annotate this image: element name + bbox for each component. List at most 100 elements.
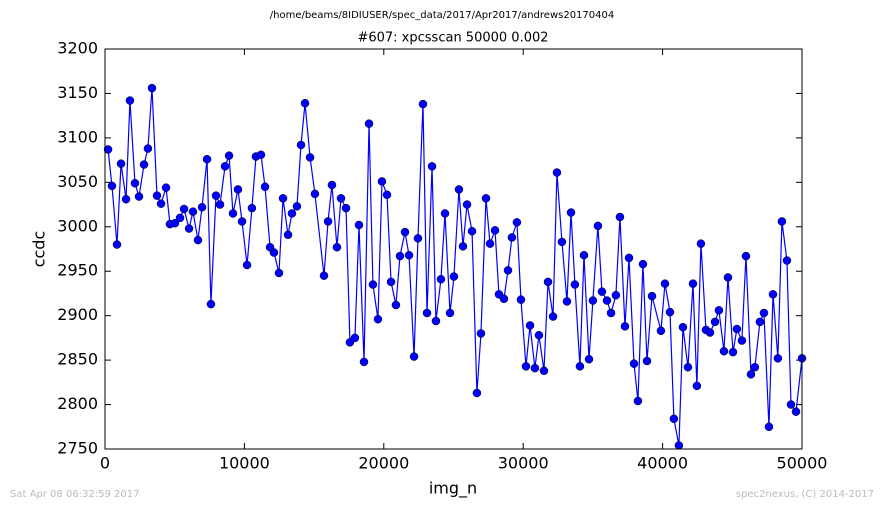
data-point bbox=[332, 242, 342, 252]
data-point bbox=[688, 279, 698, 288]
y-tick-label: 3100 bbox=[57, 127, 98, 146]
data-point bbox=[377, 177, 387, 186]
data-point bbox=[287, 209, 297, 218]
data-point bbox=[557, 237, 567, 247]
data-point bbox=[579, 250, 589, 260]
data-point bbox=[147, 83, 157, 93]
y-tick-label: 2800 bbox=[57, 394, 98, 413]
data-point bbox=[274, 268, 284, 278]
data-point bbox=[777, 217, 787, 226]
data-point bbox=[768, 290, 778, 299]
data-point bbox=[368, 280, 378, 289]
data-point bbox=[228, 209, 238, 218]
data-point bbox=[539, 366, 549, 376]
data-point bbox=[152, 191, 162, 200]
data-point bbox=[341, 203, 351, 213]
data-point bbox=[611, 290, 621, 300]
data-point bbox=[242, 260, 252, 270]
data-point bbox=[624, 253, 634, 263]
data-point bbox=[490, 226, 500, 235]
data-point bbox=[125, 96, 135, 105]
data-point bbox=[206, 299, 216, 309]
data-point bbox=[615, 212, 625, 222]
data-point bbox=[593, 221, 603, 231]
data-point bbox=[669, 414, 679, 424]
y-tick-label: 2850 bbox=[57, 350, 98, 369]
data-point bbox=[566, 208, 576, 217]
data-point bbox=[719, 346, 729, 356]
data-point bbox=[175, 213, 185, 223]
data-point bbox=[678, 322, 688, 332]
data-point bbox=[481, 194, 491, 203]
data-point bbox=[359, 357, 369, 367]
data-point bbox=[350, 333, 360, 343]
data-point bbox=[323, 217, 333, 226]
data-point bbox=[427, 162, 437, 171]
data-point bbox=[188, 207, 198, 216]
data-point bbox=[247, 203, 257, 213]
data-point bbox=[336, 194, 346, 203]
data-point bbox=[170, 218, 180, 228]
data-point bbox=[629, 359, 639, 368]
data-point bbox=[202, 154, 212, 164]
data-point bbox=[746, 370, 756, 379]
data-point bbox=[373, 314, 383, 324]
data-point bbox=[130, 178, 140, 188]
data-point bbox=[354, 220, 364, 230]
data-point bbox=[759, 308, 769, 318]
data-point bbox=[530, 363, 540, 373]
data-point bbox=[638, 259, 648, 269]
data-point bbox=[588, 296, 598, 305]
data-point bbox=[584, 354, 594, 364]
data-point bbox=[620, 322, 630, 331]
data-point bbox=[710, 317, 720, 327]
data-point bbox=[642, 356, 652, 366]
data-point bbox=[143, 144, 153, 153]
data-point bbox=[597, 287, 607, 296]
data-point bbox=[521, 362, 531, 371]
data-point bbox=[391, 300, 401, 310]
data-point bbox=[260, 182, 270, 192]
data-point bbox=[364, 119, 374, 128]
data-point bbox=[485, 239, 495, 248]
x-tick-label: 20000 bbox=[358, 454, 409, 473]
data-point bbox=[472, 388, 482, 398]
x-tick-label: 0 bbox=[100, 454, 110, 473]
data-point bbox=[112, 240, 122, 249]
data-point bbox=[382, 190, 392, 200]
suptitle: /home/beams/8IDIUSER/spec_data/2017/Apr2… bbox=[270, 10, 614, 21]
data-point bbox=[606, 308, 616, 318]
data-point bbox=[562, 297, 572, 306]
data-point bbox=[220, 162, 230, 171]
data-point bbox=[548, 312, 558, 321]
x-tick-label: 30000 bbox=[498, 454, 549, 473]
footer-right: spec2nexus, (C) 2014-2017 bbox=[736, 489, 874, 500]
data-point bbox=[741, 251, 751, 261]
data-point bbox=[193, 235, 203, 245]
data-point bbox=[139, 160, 149, 169]
data-point bbox=[750, 362, 760, 372]
data-point bbox=[211, 191, 221, 200]
data-point bbox=[755, 317, 765, 327]
y-tick-label: 2950 bbox=[57, 261, 98, 280]
data-point bbox=[705, 328, 715, 337]
data-point bbox=[552, 168, 562, 177]
data-point bbox=[197, 202, 207, 212]
data-point bbox=[516, 295, 526, 304]
y-tick-label: 3000 bbox=[57, 216, 98, 235]
data-point bbox=[134, 192, 144, 201]
plot-frame bbox=[104, 48, 803, 450]
data-point bbox=[422, 308, 432, 318]
data-point bbox=[512, 218, 522, 227]
data-point bbox=[121, 194, 131, 204]
data-point bbox=[156, 199, 166, 208]
data-point bbox=[728, 347, 738, 357]
data-point bbox=[449, 272, 459, 281]
data-point bbox=[179, 204, 189, 214]
data-point bbox=[602, 296, 612, 305]
data-point bbox=[278, 194, 288, 203]
data-point bbox=[292, 202, 302, 211]
data-point bbox=[683, 362, 693, 372]
data-point bbox=[184, 224, 194, 233]
y-tick-label: 3200 bbox=[57, 39, 98, 58]
